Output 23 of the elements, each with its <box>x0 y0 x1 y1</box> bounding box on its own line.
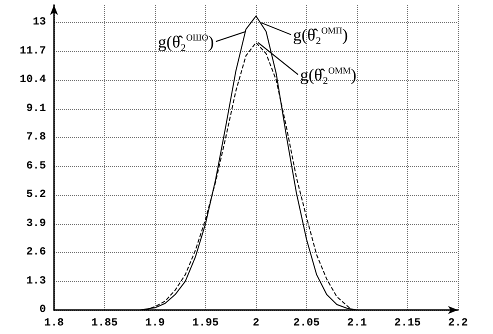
y-tick-label: 13 <box>32 16 46 29</box>
x-tick-label: 2.2 <box>448 318 468 330</box>
y-tick-label: 0 <box>39 304 46 316</box>
x-tick-label: 1.8 <box>44 318 64 330</box>
y-tick-label: 2.6 <box>26 246 46 259</box>
y-tick-label: 7.8 <box>26 132 46 144</box>
y-tick-label: 1.3 <box>26 275 46 288</box>
y-tick-label: 10.4 <box>20 74 46 86</box>
x-tick-label: 1.9 <box>145 318 165 330</box>
y-tick-label: 11.7 <box>20 45 46 58</box>
annotation: g(θ̂₂$^{ОМП}$) <box>293 25 348 44</box>
x-tick-label: 2.1 <box>347 318 368 330</box>
y-tick-label: 3.9 <box>26 218 46 230</box>
x-tick-label: 2.15 <box>394 318 422 330</box>
x-tick-label: 1.95 <box>192 318 220 330</box>
annotation: g(θ̂₂$^{ОММ}$) <box>300 65 356 84</box>
x-tick-label: 2.05 <box>293 318 320 330</box>
annotation: g(θ̂₂$^{ОШО}$) <box>158 32 214 52</box>
y-tick-label: 9.1 <box>26 102 46 115</box>
y-tick-label: 6.5 <box>26 160 46 172</box>
x-tick-label: 2 <box>252 318 260 330</box>
y-tick-label: 5.2 <box>26 189 46 202</box>
x-tick-label: 1.85 <box>91 318 118 330</box>
